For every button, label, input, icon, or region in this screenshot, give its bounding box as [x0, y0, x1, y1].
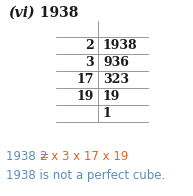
Text: 1938 =: 1938 = [6, 150, 53, 163]
Text: 1938: 1938 [103, 39, 138, 52]
Text: 1938: 1938 [30, 6, 78, 20]
Text: 3: 3 [85, 56, 94, 69]
Text: 1: 1 [103, 107, 112, 120]
Text: 19: 19 [103, 90, 120, 103]
Text: 19: 19 [77, 90, 94, 103]
Text: 2 x 3 x 17 x 19: 2 x 3 x 17 x 19 [40, 150, 128, 163]
Text: (vi): (vi) [8, 6, 35, 20]
Text: 1938 is not a perfect cube.: 1938 is not a perfect cube. [6, 169, 165, 182]
Text: 323: 323 [103, 73, 129, 86]
Text: 2: 2 [85, 39, 94, 52]
Text: 17: 17 [76, 73, 94, 86]
Text: 936: 936 [103, 56, 129, 69]
